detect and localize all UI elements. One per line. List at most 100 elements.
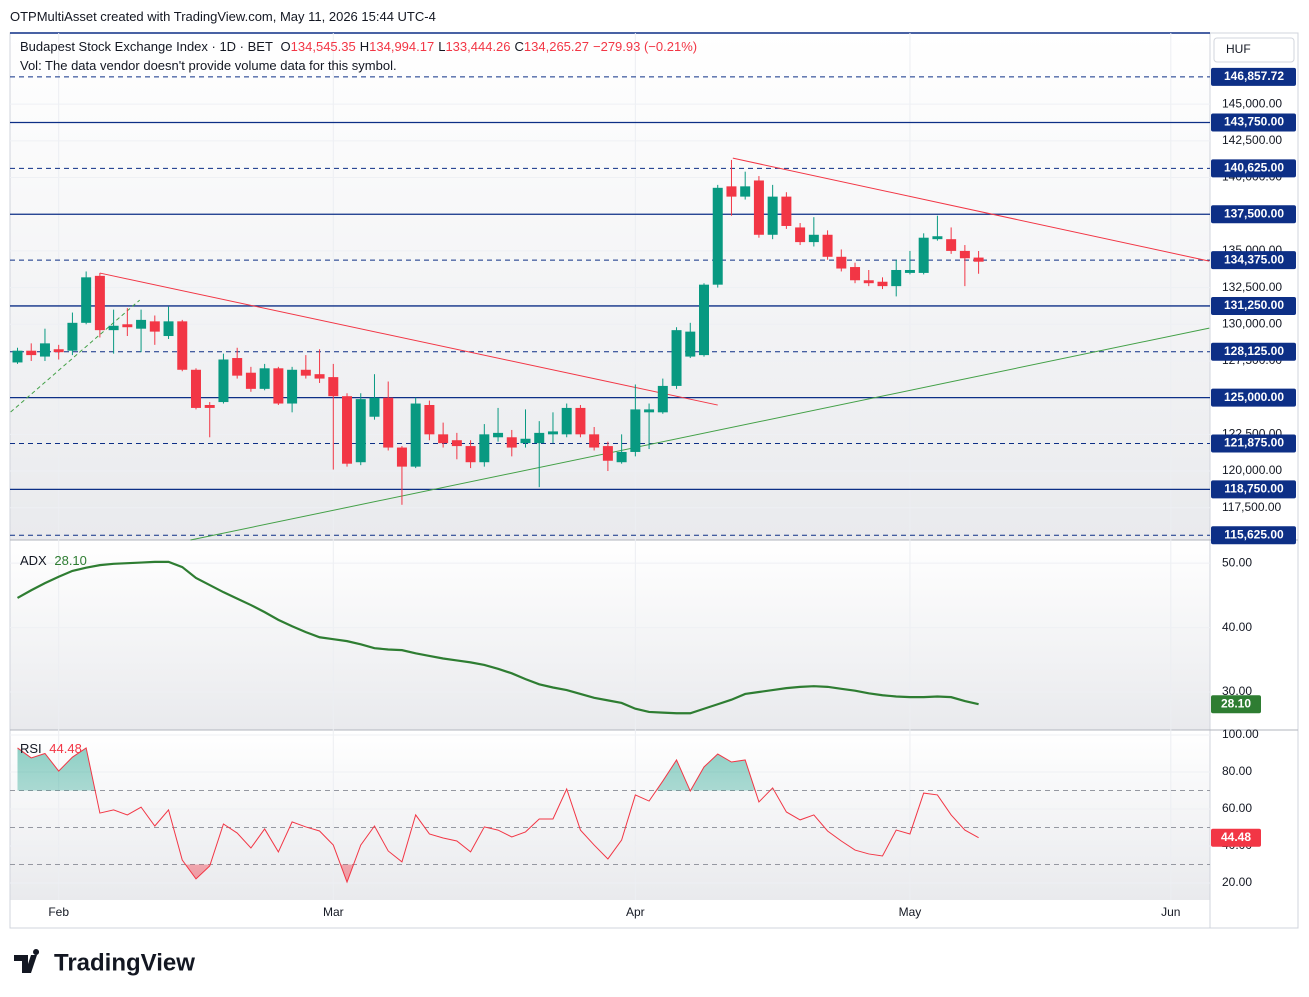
candle-body — [753, 180, 764, 235]
y-tick-label: 60.00 — [1222, 801, 1252, 815]
logo-mark — [14, 949, 40, 973]
rsi-value: 44.48 — [49, 741, 82, 756]
candle-body — [520, 438, 531, 444]
current-value-bg — [1211, 828, 1261, 847]
candle-body — [877, 281, 888, 287]
x-tick-label: May — [899, 905, 922, 919]
candle-body — [891, 269, 902, 287]
indicator-line — [17, 747, 979, 884]
candle-body — [355, 399, 366, 463]
candle-body — [547, 431, 558, 435]
candle-body — [273, 368, 284, 404]
y-tick-label: 120,000.00 — [1222, 463, 1282, 477]
candle-body — [808, 234, 819, 243]
y-tick-label: 20.00 — [1222, 875, 1252, 889]
ohlc-label: C — [514, 39, 524, 54]
candle-body — [438, 434, 449, 444]
candle-body — [232, 358, 243, 376]
candle-body — [465, 446, 476, 463]
candle-body — [122, 324, 133, 328]
current-value: 28.10 — [1221, 696, 1251, 710]
trend-line — [732, 157, 1210, 262]
y-tick-label: 80.00 — [1222, 764, 1252, 778]
candle-body — [259, 368, 270, 389]
candle-body — [699, 284, 709, 356]
candle-body — [506, 437, 517, 448]
candle-body — [67, 322, 78, 351]
candle-body — [589, 434, 600, 448]
credit: OTPMultiAsset created with TradingView.c… — [10, 9, 436, 24]
oversold-fill — [185, 864, 354, 883]
candle-body — [94, 275, 105, 331]
y-tick-label: 30.00 — [1222, 684, 1252, 698]
candle-body — [493, 432, 504, 438]
candle-body — [108, 325, 119, 331]
candle-body — [39, 343, 50, 357]
candle-body — [671, 330, 682, 386]
x-tick-label: Feb — [48, 905, 69, 919]
candle-body — [410, 403, 421, 467]
candle-body — [932, 236, 943, 240]
adx-legend: ADX 28.10 — [20, 553, 91, 568]
candle-body — [630, 409, 641, 452]
logo: TradingView — [14, 949, 195, 976]
candle-body — [328, 377, 339, 397]
level-label: 137,500.00 — [1224, 206, 1284, 220]
currency-box — [1213, 37, 1295, 63]
level-label-bg — [1211, 388, 1296, 407]
candle-body — [204, 404, 215, 408]
candle-body — [918, 237, 929, 273]
candle-body — [53, 349, 64, 353]
y-tick-label: 117,500.00 — [1222, 500, 1281, 514]
candle-body — [451, 440, 462, 447]
candle-body — [836, 256, 847, 269]
currency: HUF — [1226, 42, 1251, 56]
level-label-bg — [1211, 526, 1296, 545]
level-label-bg — [1211, 251, 1296, 270]
y-tick-label: 145,000.00 — [1222, 96, 1282, 110]
candle-body — [946, 239, 957, 251]
marks — [10, 76, 1210, 884]
level-label: 131,250.00 — [1224, 298, 1284, 312]
y-tick-label: 142,500.00 — [1222, 133, 1282, 147]
current-value: 44.48 — [1221, 830, 1251, 844]
adx-title: ADX — [20, 553, 47, 568]
candle-body — [685, 331, 696, 357]
x-tick-label: Jun — [1161, 905, 1180, 919]
adx-value: 28.10 — [54, 553, 87, 568]
price-pane — [10, 33, 1210, 540]
x-tick-label: Apr — [626, 905, 645, 919]
grid — [10, 33, 1210, 900]
brand: TradingView — [54, 949, 195, 976]
candle-body — [424, 404, 435, 435]
current-value-bg — [1211, 695, 1261, 714]
level-label: 134,375.00 — [1224, 252, 1284, 266]
level-label-bg — [1211, 434, 1296, 453]
ohlc-value: 134,994.17 — [369, 39, 435, 54]
candle-body — [959, 250, 970, 259]
candle-body — [300, 369, 311, 376]
y-tick-label: 40.00 — [1222, 620, 1252, 634]
level-label-bg — [1211, 159, 1296, 178]
candle-body — [396, 447, 407, 467]
candle-body — [850, 267, 861, 281]
level-label: 146,857.72 — [1224, 69, 1284, 83]
ohlc-value: 134,545.35 — [290, 39, 356, 54]
candle-body — [369, 397, 380, 417]
candle-body — [314, 374, 325, 379]
level-label: 118,750.00 — [1224, 482, 1284, 496]
change: −279.93 (−0.21%) — [593, 39, 698, 54]
candle-body — [657, 385, 668, 413]
level-label-bg — [1211, 205, 1296, 224]
candle-body — [149, 321, 160, 332]
trend-line — [190, 327, 1210, 541]
candle-body — [287, 369, 298, 404]
candle-body — [383, 397, 394, 448]
candle-body — [12, 350, 23, 363]
candle-body — [740, 186, 751, 197]
candle-body — [644, 409, 655, 413]
candle-body — [712, 187, 723, 285]
level-label: 140,625.00 — [1224, 161, 1284, 175]
